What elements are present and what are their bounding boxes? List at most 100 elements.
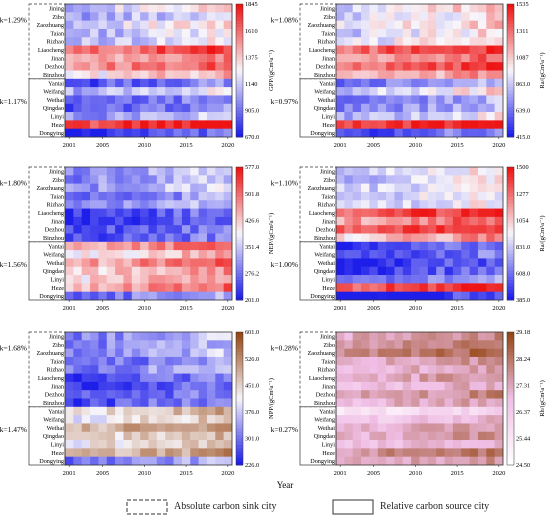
heatmap-cell — [148, 128, 158, 138]
heatmap-cell — [198, 398, 208, 408]
heatmap-cell — [411, 191, 420, 201]
colorbar-segment — [236, 445, 243, 449]
colorbar-segment — [236, 10, 243, 15]
heatmap-cell — [419, 78, 429, 88]
heatmap-cell — [181, 440, 191, 449]
heatmap-cell — [73, 340, 82, 349]
heatmap-cell — [140, 381, 149, 391]
heatmap-cell — [65, 415, 74, 424]
colorbar-label: NEP/(gCm²a⁻¹) — [268, 213, 275, 254]
colorbar-segment — [236, 173, 243, 178]
heatmap-cell — [115, 45, 124, 55]
heatmap-cell — [215, 356, 224, 366]
heatmap-cell — [377, 431, 387, 441]
heatmap-cell — [436, 258, 445, 268]
heatmap-cell — [65, 200, 74, 209]
heatmap-cell — [65, 103, 74, 113]
heatmap-cell — [452, 103, 462, 113]
heatmap-cell — [73, 175, 82, 184]
colorbar-segment — [236, 365, 243, 369]
city-label: Liaocheng — [38, 375, 64, 382]
source-group-box — [299, 241, 337, 301]
heatmap-cell — [65, 275, 74, 284]
heatmap-cell — [156, 78, 166, 88]
heatmap-cell — [148, 12, 158, 21]
heatmap-cell — [336, 12, 345, 21]
heatmap-cell — [386, 390, 395, 399]
heatmap-cell — [419, 398, 429, 408]
heatmap-cell — [156, 398, 166, 408]
heatmap-cell — [411, 356, 420, 366]
heatmap-panel-rh: JiningZiboZaozhuangTaianRizhaoLiaochengJ… — [271, 329, 546, 477]
heatmap-cell — [148, 20, 158, 30]
heatmap-cell — [190, 406, 199, 416]
heatmap-cell — [206, 275, 216, 284]
heatmap-cell — [198, 183, 208, 193]
heatmap-cell — [140, 233, 149, 243]
city-label: Weihai — [318, 260, 336, 267]
heatmap-cell — [344, 365, 353, 374]
heatmap-cell — [90, 332, 99, 341]
heatmap-cell — [73, 4, 82, 13]
heatmap-cell — [427, 332, 437, 341]
heatmap-cell — [190, 448, 199, 457]
heatmap-cell — [140, 87, 149, 96]
heatmap-cell — [369, 120, 379, 129]
heatmap-cell — [215, 250, 224, 259]
heatmap-cell — [469, 365, 479, 374]
heatmap-cell — [352, 258, 362, 268]
heatmap-cell — [444, 241, 454, 251]
heatmap-cell — [173, 37, 183, 46]
heatmap-cell — [65, 37, 74, 46]
heatmap-cell — [198, 175, 208, 184]
colorbar-segment — [236, 123, 243, 128]
heatmap-cell — [444, 120, 454, 129]
colorbar-segment — [236, 103, 243, 108]
heatmap-cell — [115, 448, 124, 457]
city-label: Jinan — [322, 383, 335, 390]
heatmap-cell — [106, 12, 116, 21]
heatmap-cell — [377, 381, 387, 391]
heatmap-cell — [419, 332, 429, 341]
heatmap-cell — [73, 275, 82, 284]
heatmap-cell — [427, 348, 437, 358]
heatmap-cell — [427, 275, 437, 284]
heatmap-cell — [98, 225, 108, 234]
heatmap-cell — [469, 241, 479, 251]
city-label: Liaocheng — [38, 47, 64, 54]
heatmap-cell — [377, 365, 387, 374]
heatmap-cell — [223, 183, 233, 193]
heatmap-cell — [73, 250, 82, 259]
x-tick-label: 2010 — [409, 142, 422, 149]
heatmap-cell — [369, 440, 379, 449]
heatmap-cell — [386, 250, 395, 259]
x-tick-label: 2010 — [138, 142, 151, 149]
heatmap-cell — [148, 381, 158, 391]
heatmap-cell — [377, 191, 387, 201]
colorbar-segment — [236, 186, 243, 191]
heatmap-cell — [73, 423, 82, 433]
heatmap-cell — [81, 258, 91, 268]
heatmap-cell — [206, 200, 216, 209]
colorbar-segment — [507, 348, 514, 353]
heatmap-cell — [369, 390, 379, 399]
heatmap-cell — [140, 250, 149, 259]
heatmap-cell — [469, 390, 479, 399]
heatmap-cell — [215, 208, 224, 218]
heatmap-cell — [494, 373, 504, 383]
heatmap-cell — [90, 373, 99, 383]
heatmap-cell — [444, 340, 454, 349]
heatmap-cell — [190, 365, 199, 374]
heatmap-cell — [427, 233, 437, 243]
heatmap-cell — [477, 390, 487, 399]
heatmap-cell — [386, 373, 395, 383]
heatmap-cell — [452, 28, 462, 38]
heatmap-cell — [215, 62, 224, 71]
colorbar-segment — [507, 186, 514, 191]
heatmap-cell — [419, 390, 429, 399]
colorbar-segment — [236, 90, 243, 95]
heatmap-cell — [123, 233, 133, 243]
heatmap-cell — [477, 167, 487, 176]
colorbar-tick-label: 639.0 — [516, 108, 530, 115]
heatmap-cell — [98, 373, 108, 383]
